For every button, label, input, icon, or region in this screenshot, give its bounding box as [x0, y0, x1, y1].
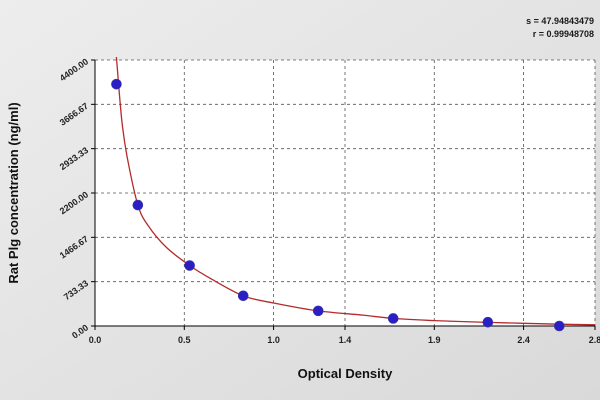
x-tick-label: 1.4 [339, 335, 352, 345]
x-tick-label: 0.5 [178, 335, 191, 345]
x-tick-label: 2.4 [517, 335, 530, 345]
data-point [387, 313, 399, 324]
data-points [111, 78, 565, 332]
gridlines [95, 59, 596, 326]
x-tick-label: 1.9 [428, 335, 441, 345]
data-point [312, 305, 324, 317]
data-point [184, 260, 195, 271]
data-point [111, 78, 122, 90]
x-tick-label: 0.0 [89, 335, 102, 345]
data-point [482, 316, 494, 328]
x-tick-labels: 0.0 0.5 1.0 1.4 1.9 2.4 2.8 [89, 335, 600, 345]
data-point [132, 199, 144, 211]
data-point [553, 320, 565, 332]
axes [91, 59, 596, 330]
x-tick-label: 2.8 [589, 335, 600, 345]
x-tick-label: 1.0 [267, 335, 280, 345]
data-point [237, 290, 249, 302]
y-axis-label: Rat Plg concentration (ng/ml) [6, 102, 21, 283]
r-statistic: r = 0.99948708 [532, 29, 594, 39]
s-statistic: s = 47.94843479 [526, 16, 594, 26]
x-axis-label: Optical Density [298, 366, 393, 381]
